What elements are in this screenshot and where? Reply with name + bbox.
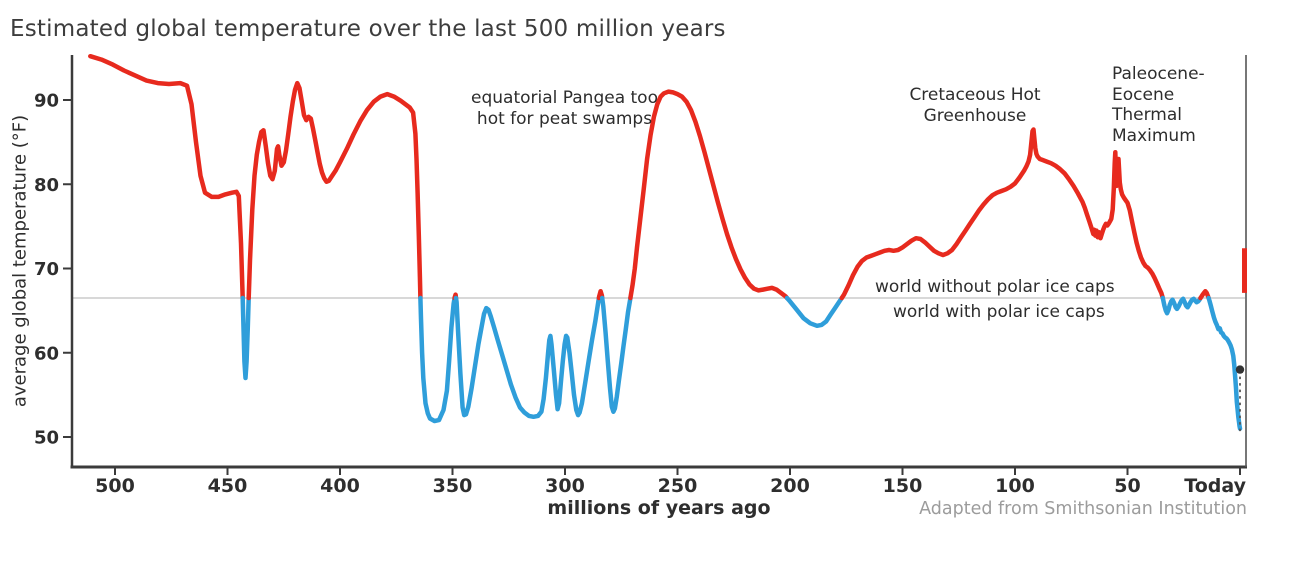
x-tick-label: 500 (95, 475, 135, 497)
temperature-curve-cold-segment (418, 295, 457, 424)
chart-title: Estimated global temperature over the la… (10, 16, 726, 42)
y-tick-label: 50 (34, 428, 59, 449)
x-tick-label: 100 (995, 475, 1035, 497)
x-tick-label: 250 (658, 475, 698, 497)
x-axis-label: millions of years ago (547, 497, 771, 519)
x-tick-label: 200 (770, 475, 810, 497)
x-tick-label: 300 (545, 475, 585, 497)
x-tick-label: 350 (433, 475, 473, 497)
y-tick-label: 60 (34, 343, 59, 364)
x-tick-label: 50 (1114, 475, 1140, 497)
temperature-curve-cold-segment (1206, 295, 1243, 431)
temperature-curve-cold-segment (784, 295, 845, 329)
today-marker-dot (1235, 365, 1245, 374)
temperature-curve-warm-segment (246, 80, 423, 301)
source-credit: Adapted from Smithsonian Institution (919, 499, 1247, 519)
x-tick-label: 150 (883, 475, 923, 497)
temperature-curve-cold-segment (1160, 295, 1203, 316)
temperature-curve-warm-segment (1198, 288, 1211, 301)
temperature-curve-cold-segment (453, 295, 602, 420)
y-tick-label: 70 (34, 259, 59, 280)
temperature-curve-cold-segment (240, 295, 251, 381)
y-tick-label: 80 (34, 175, 59, 196)
y-tick-label: 90 (34, 91, 59, 112)
temperature-curve-warm-segment (628, 89, 790, 301)
temperature-curve-warm-segment (88, 53, 245, 301)
temperature-curve-cold-segment (599, 295, 633, 414)
y-axis-label: average global temperature (°F) (9, 114, 31, 408)
x-tick-label: 400 (320, 475, 360, 497)
x-tick-label: 450 (208, 475, 248, 497)
temperature-curve-warm-segment (839, 127, 1166, 301)
x-tick-label: Today (1184, 475, 1246, 497)
